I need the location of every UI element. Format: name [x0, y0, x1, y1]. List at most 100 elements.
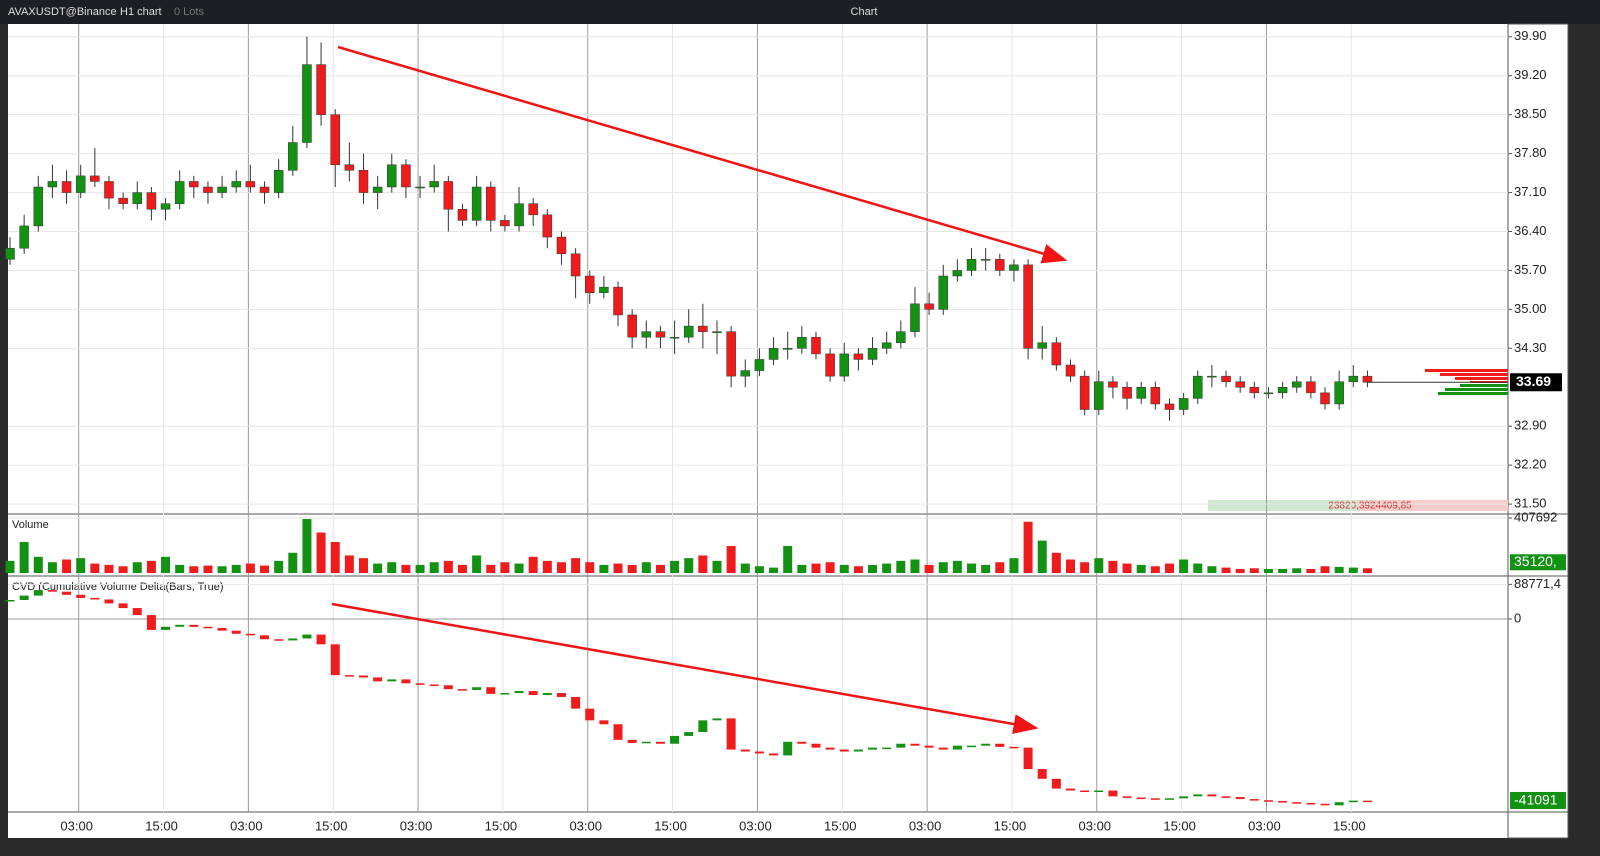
- y-tick-label: 35.70: [1514, 262, 1547, 277]
- x-tick-label: 03:00: [1079, 818, 1112, 833]
- volume-bar: [839, 564, 849, 573]
- candle-body: [514, 203, 524, 227]
- candle-body: [1150, 387, 1161, 405]
- cvd-bar: [104, 599, 114, 604]
- cvd-bar: [811, 743, 821, 748]
- orderbook-bid: [1208, 500, 1358, 511]
- x-tick-label: 15:00: [654, 818, 687, 833]
- candle-body: [19, 225, 29, 249]
- volume-bar: [33, 556, 43, 573]
- lots[interactable]: 0 Lots: [174, 6, 204, 18]
- cvd-bar: [1150, 798, 1160, 800]
- trend-arrow: [337, 45, 1068, 264]
- cvd-bar: [146, 615, 156, 630]
- volume-bar: [486, 564, 496, 573]
- cvd-bar: [797, 741, 807, 744]
- volume-bar: [472, 555, 482, 573]
- volume-bar: [260, 565, 270, 573]
- candle-body: [189, 181, 199, 188]
- candle-body: [782, 348, 793, 350]
- candle-body: [1065, 364, 1076, 377]
- candle-body: [401, 164, 411, 188]
- cvd-bar: [90, 597, 100, 600]
- volume-bar: [627, 564, 637, 573]
- x-tick-label: 15:00: [1163, 818, 1196, 833]
- cvd-bar: [542, 693, 552, 695]
- volume-bar: [217, 566, 227, 573]
- volume-bar: [1235, 568, 1245, 573]
- cvd-bar: [896, 743, 906, 748]
- timeframe[interactable]: H1 chart: [120, 6, 162, 18]
- candle-body: [486, 186, 496, 221]
- candle-body: [344, 164, 355, 171]
- volume-bar: [641, 562, 651, 573]
- volume-bar: [571, 558, 581, 573]
- volume-bar: [952, 560, 962, 573]
- candle-body: [910, 303, 920, 332]
- cvd-bar: [868, 747, 878, 750]
- volume-bar: [90, 563, 100, 573]
- candle-body: [712, 331, 722, 333]
- cvd-bar: [217, 627, 227, 631]
- cvd-bar: [853, 749, 863, 752]
- candle-body: [881, 342, 892, 349]
- volume-bar: [1221, 567, 1231, 573]
- cvd-bar: [500, 693, 510, 695]
- candle-body: [613, 286, 623, 316]
- volume-bar: [514, 563, 524, 573]
- volume-bar: [344, 555, 354, 573]
- cvd-bar: [698, 720, 708, 733]
- cvd-bar: [1023, 747, 1033, 770]
- cvd-bar: [641, 741, 651, 744]
- x-tick-label: 03:00: [1248, 818, 1281, 833]
- cvd-bar: [1362, 800, 1372, 803]
- volume-bar: [1122, 563, 1132, 573]
- cvd-bar: [938, 747, 948, 750]
- y-tick-label: 31.50: [1514, 496, 1547, 511]
- candle-body: [726, 331, 736, 377]
- volume-bar: [1051, 552, 1061, 573]
- cvd-bar: [1179, 796, 1189, 799]
- candle-body: [1108, 381, 1118, 388]
- candle-body: [118, 197, 128, 204]
- volume-bar: [1249, 568, 1259, 573]
- cvd-bar: [387, 679, 397, 682]
- cvd-bar: [1051, 778, 1061, 789]
- candle-body: [1277, 387, 1288, 394]
- cvd-bar: [655, 741, 665, 744]
- x-tick-label: 03:00: [909, 818, 942, 833]
- candle-body: [302, 64, 312, 143]
- plot: [5, 24, 1508, 812]
- volume-bar: [1037, 540, 1047, 573]
- candle-body: [1207, 375, 1217, 378]
- candle-body: [1178, 398, 1189, 410]
- symbol[interactable]: AVAXUSDT@Binance: [8, 6, 117, 18]
- volume-bar: [655, 564, 665, 573]
- cvd-bar: [1094, 790, 1104, 793]
- cvd-bar: [344, 675, 354, 677]
- volume-bar: [387, 562, 397, 573]
- cvd-bar: [1122, 796, 1132, 798]
- cvd-bar: [274, 639, 284, 641]
- volume-bar: [754, 566, 764, 573]
- candle-body: [938, 275, 948, 310]
- cvd-bar: [330, 644, 340, 676]
- x-tick-label: 03:00: [569, 818, 602, 833]
- volume-bar: [613, 563, 623, 573]
- cvd-bar: [161, 626, 171, 630]
- volume-last-label: 35120,: [1514, 553, 1557, 569]
- candle-body: [1320, 392, 1330, 405]
- candle-body: [104, 181, 114, 199]
- volume-bar: [316, 532, 326, 573]
- volume-bar: [443, 560, 453, 573]
- candle-body: [146, 192, 157, 210]
- cvd-bar: [19, 595, 29, 600]
- cvd-bar: [571, 696, 581, 709]
- candle-body: [1051, 342, 1062, 366]
- cvd-bar: [472, 687, 482, 690]
- volume-bar: [146, 560, 156, 573]
- cvd-bar: [825, 747, 835, 750]
- cvd-bar: [528, 691, 538, 695]
- cvd-bar: [118, 603, 128, 609]
